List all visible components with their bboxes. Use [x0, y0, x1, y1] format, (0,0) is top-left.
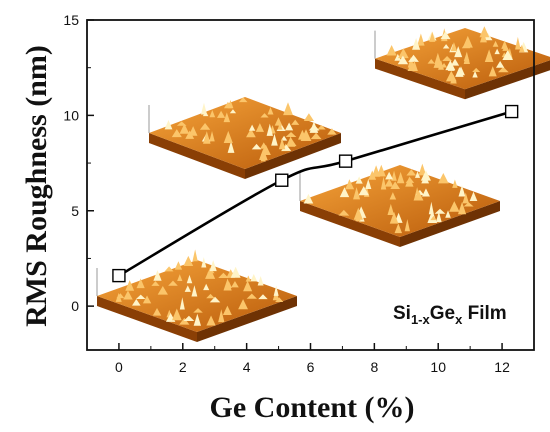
afm-surface-image: [148, 97, 341, 179]
y-axis-title: RMS Roughness (nm): [20, 45, 53, 327]
y-tick-label: 15: [63, 12, 79, 28]
data-point: [504, 104, 519, 119]
x-tick-label: 6: [307, 359, 315, 375]
x-tick-label: 8: [370, 359, 378, 375]
x-tick-label: 12: [494, 359, 510, 375]
data-markers: [112, 104, 519, 283]
y-tick-label: 5: [71, 203, 79, 219]
x-axis-ticks: 0 2 4 6 8 10 12: [115, 343, 510, 375]
y-tick-label: 10: [63, 107, 79, 123]
x-axis-title: Ge Content (%): [210, 391, 415, 424]
data-point: [338, 154, 353, 168]
data-point: [112, 268, 126, 283]
x-tick-label: 4: [243, 359, 251, 375]
y-axis-ticks: 0 5 10 15: [63, 12, 94, 314]
afm-inset-images: [96, 26, 550, 342]
trend-curve: [118, 110, 513, 277]
x-tick-label: 0: [115, 359, 123, 375]
y-tick-label: 0: [71, 298, 79, 314]
x-tick-label: 2: [179, 359, 187, 375]
data-point: [275, 173, 289, 187]
afm-surface-image: [374, 26, 550, 100]
afm-surface-image: [96, 249, 297, 342]
film-label: Si1-xGex Film: [393, 303, 507, 327]
afm-surface-image: [299, 163, 500, 247]
x-tick-label: 10: [430, 359, 446, 375]
